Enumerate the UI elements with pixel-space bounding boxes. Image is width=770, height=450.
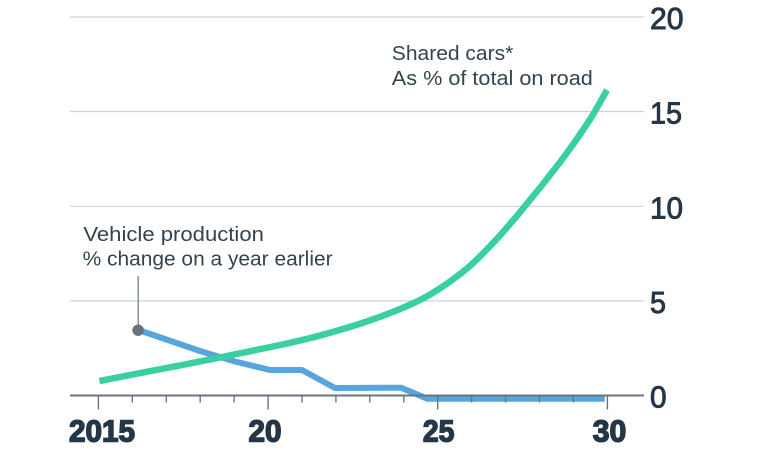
svg-text:0: 0 <box>650 380 667 415</box>
svg-text:30: 30 <box>593 414 627 449</box>
svg-text:Vehicle production: Vehicle production <box>83 224 264 246</box>
svg-text:15: 15 <box>650 96 682 131</box>
svg-text:25: 25 <box>423 414 455 449</box>
svg-text:% change on a year earlier: % change on a year earlier <box>83 248 333 270</box>
svg-text:20: 20 <box>249 414 282 449</box>
svg-text:2015: 2015 <box>69 414 135 449</box>
svg-text:5: 5 <box>650 285 666 320</box>
svg-text:10: 10 <box>650 190 683 225</box>
svg-text:As % of total on road: As % of total on road <box>392 68 593 90</box>
svg-text:20: 20 <box>650 1 684 36</box>
svg-text:Shared cars*: Shared cars* <box>392 43 514 65</box>
